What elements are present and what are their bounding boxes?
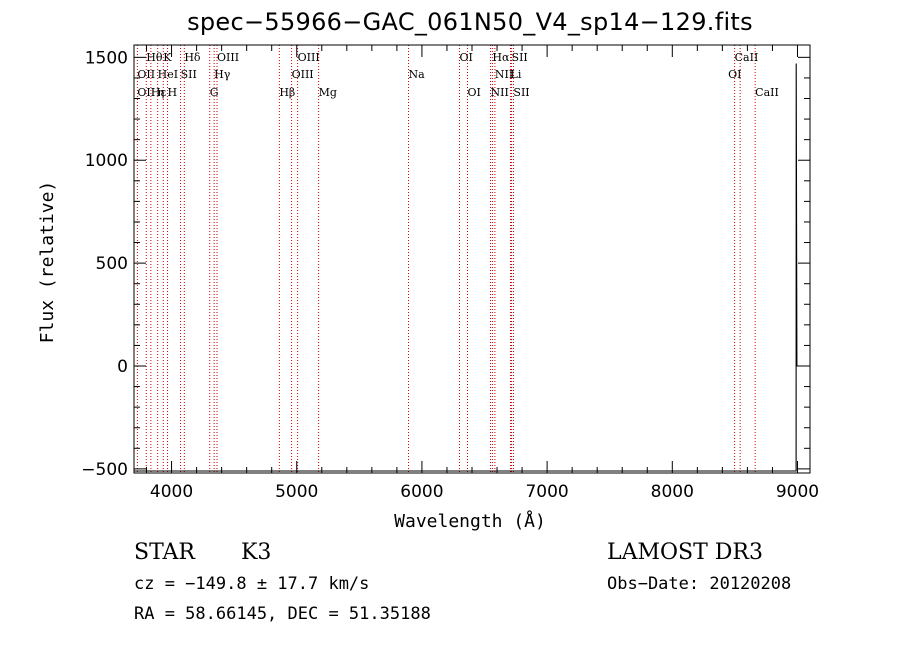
spectral-line-label: Mg [319,86,337,99]
redshift-cz: cz = −149.8 ± 17.7 km/s [134,574,370,594]
survey-name: LAMOST DR3 [607,540,763,565]
spectral-line-label: Li [511,68,522,81]
x-axis-label: Wavelength (Å) [394,511,546,532]
spectral-line-label: OIII [217,51,239,64]
x-tick-label: 6000 [400,482,443,502]
spectrum-line [134,63,799,472]
spectral-line-label: Hθ [146,51,163,64]
tick-labels: 4000 5000 6000 7000 8000 9000 −500 0 500 1000 1500 [81,48,819,502]
chart-title: spec−55966−GAC_061N50_V4_sp14−129.fits [187,8,753,36]
spectral-line-label: SII [512,51,528,64]
spectral-line-label: Hβ [279,86,295,99]
spectral-line-label: H [168,86,178,99]
x-tick-label: 4000 [150,482,193,502]
spectral-line-label: CaII [735,51,759,64]
spectral-line-label: OI [467,86,480,99]
spectral-line-label: Hα [492,51,510,64]
x-tick-label: 8000 [651,482,694,502]
spectral-line-label: NII [495,68,513,81]
spectral-line-label: η [158,86,165,99]
spectral-line-label: K [163,51,172,64]
coordinates: RA = 58.66145, DEC = 51.35188 [134,604,431,624]
spectral-line-label: G [210,86,219,99]
spectral-line-label: OIII [298,51,320,64]
y-axis-label: Flux (relative) [37,181,58,344]
spectral-line-label: Na [409,68,426,81]
spectral-line-label: CaII [755,86,779,99]
x-tick-label: 5000 [275,482,318,502]
object-class: STAR [134,540,195,565]
spectral-line-label: Hδ [184,51,201,64]
spectral-line-label: NII [491,86,509,99]
spectral-line-label: HeI [158,68,178,81]
spectral-line-label: OII [137,86,155,99]
spectral-line-label: SII [181,68,197,81]
y-tick-label: 500 [96,254,128,274]
x-tick-label: 7000 [525,482,568,502]
x-tick-label: 9000 [776,482,819,502]
y-tick-label: −500 [81,460,128,480]
obs-date: Obs−Date: 20120208 [607,574,792,594]
object-subclass: K3 [241,540,272,565]
y-tick-label: 1000 [85,151,128,171]
y-tick-label: 0 [117,357,128,377]
spectral-line-label: Hγ [214,68,231,81]
y-tick-label: 1500 [85,48,128,68]
plot-frame [133,44,811,474]
axis-ticks [134,45,810,473]
spectral-line-label: OIII [292,68,314,81]
spectral-line-label: OI [728,68,741,81]
spectral-line-label: OI [459,51,472,64]
spectral-line-label: SII [513,86,529,99]
spectrum-layer [134,63,799,472]
marker-lines [136,45,756,473]
spectral-line-label: Hε [151,86,167,99]
spectral-line-label: OII [137,68,155,81]
